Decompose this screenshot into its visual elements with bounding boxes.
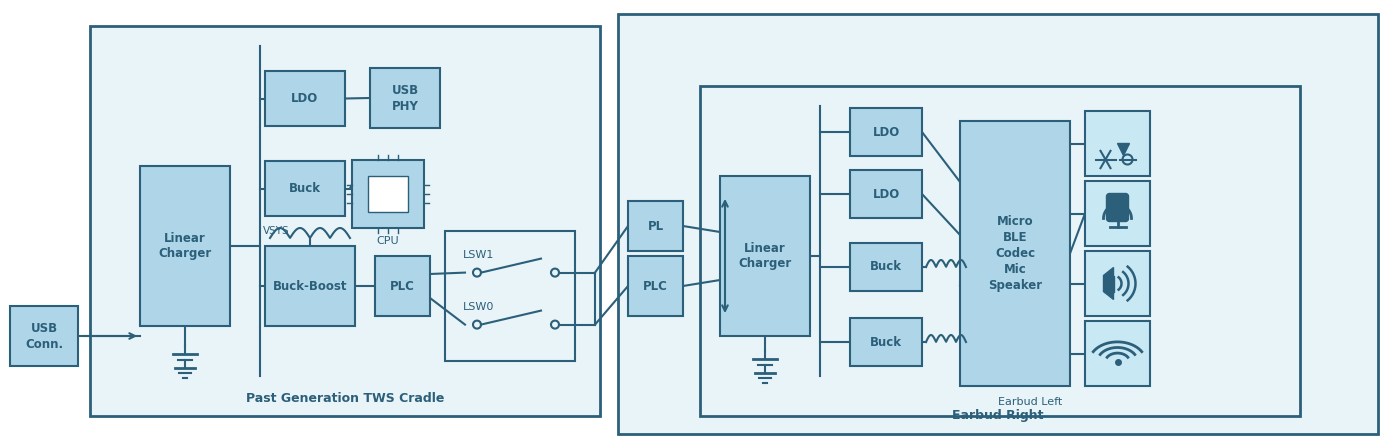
Text: LSW1: LSW1: [463, 250, 494, 260]
FancyBboxPatch shape: [618, 14, 1378, 434]
Text: Earbud Left: Earbud Left: [998, 397, 1062, 407]
FancyBboxPatch shape: [720, 176, 810, 336]
FancyBboxPatch shape: [89, 26, 600, 416]
FancyBboxPatch shape: [367, 176, 408, 212]
FancyBboxPatch shape: [960, 121, 1069, 386]
FancyBboxPatch shape: [1085, 321, 1150, 386]
Text: PLC: PLC: [389, 280, 415, 293]
FancyBboxPatch shape: [850, 170, 921, 218]
FancyBboxPatch shape: [850, 108, 921, 156]
Text: Linear
Charger: Linear Charger: [158, 231, 212, 260]
Text: Buck: Buck: [870, 335, 902, 348]
Text: Earbud Right: Earbud Right: [952, 409, 1044, 422]
Polygon shape: [1103, 268, 1114, 300]
FancyBboxPatch shape: [850, 243, 921, 291]
FancyBboxPatch shape: [376, 256, 430, 316]
FancyBboxPatch shape: [1085, 251, 1150, 316]
Text: LDO: LDO: [292, 92, 318, 105]
Text: USB
PHY: USB PHY: [391, 83, 419, 112]
FancyBboxPatch shape: [265, 71, 345, 126]
Text: CPU: CPU: [377, 236, 399, 246]
FancyBboxPatch shape: [699, 86, 1300, 416]
FancyBboxPatch shape: [1085, 111, 1150, 176]
Text: Buck-Boost: Buck-Boost: [272, 280, 348, 293]
Text: VSYS: VSYS: [262, 226, 289, 236]
Text: Buck: Buck: [289, 182, 321, 195]
Polygon shape: [1103, 276, 1114, 292]
Text: PL: PL: [648, 219, 663, 232]
Text: Micro
BLE
Codec
Mic
Speaker: Micro BLE Codec Mic Speaker: [988, 215, 1041, 292]
FancyBboxPatch shape: [1085, 181, 1150, 246]
Text: Linear
Charger: Linear Charger: [738, 241, 792, 271]
Text: PLC: PLC: [644, 280, 667, 293]
FancyBboxPatch shape: [140, 166, 230, 326]
Text: LSW0: LSW0: [463, 301, 494, 312]
FancyBboxPatch shape: [265, 246, 355, 326]
FancyBboxPatch shape: [352, 160, 424, 228]
FancyBboxPatch shape: [1107, 194, 1128, 222]
FancyBboxPatch shape: [850, 318, 921, 366]
FancyBboxPatch shape: [628, 256, 683, 316]
Text: LDO: LDO: [872, 187, 899, 201]
FancyBboxPatch shape: [628, 201, 683, 251]
FancyBboxPatch shape: [10, 306, 78, 366]
Text: USB
Conn.: USB Conn.: [25, 322, 63, 351]
FancyBboxPatch shape: [370, 68, 440, 128]
FancyBboxPatch shape: [265, 161, 345, 216]
FancyBboxPatch shape: [445, 231, 575, 361]
Text: Past Generation TWS Cradle: Past Generation TWS Cradle: [246, 392, 444, 405]
Text: LDO: LDO: [872, 125, 899, 139]
Text: Buck: Buck: [870, 260, 902, 273]
